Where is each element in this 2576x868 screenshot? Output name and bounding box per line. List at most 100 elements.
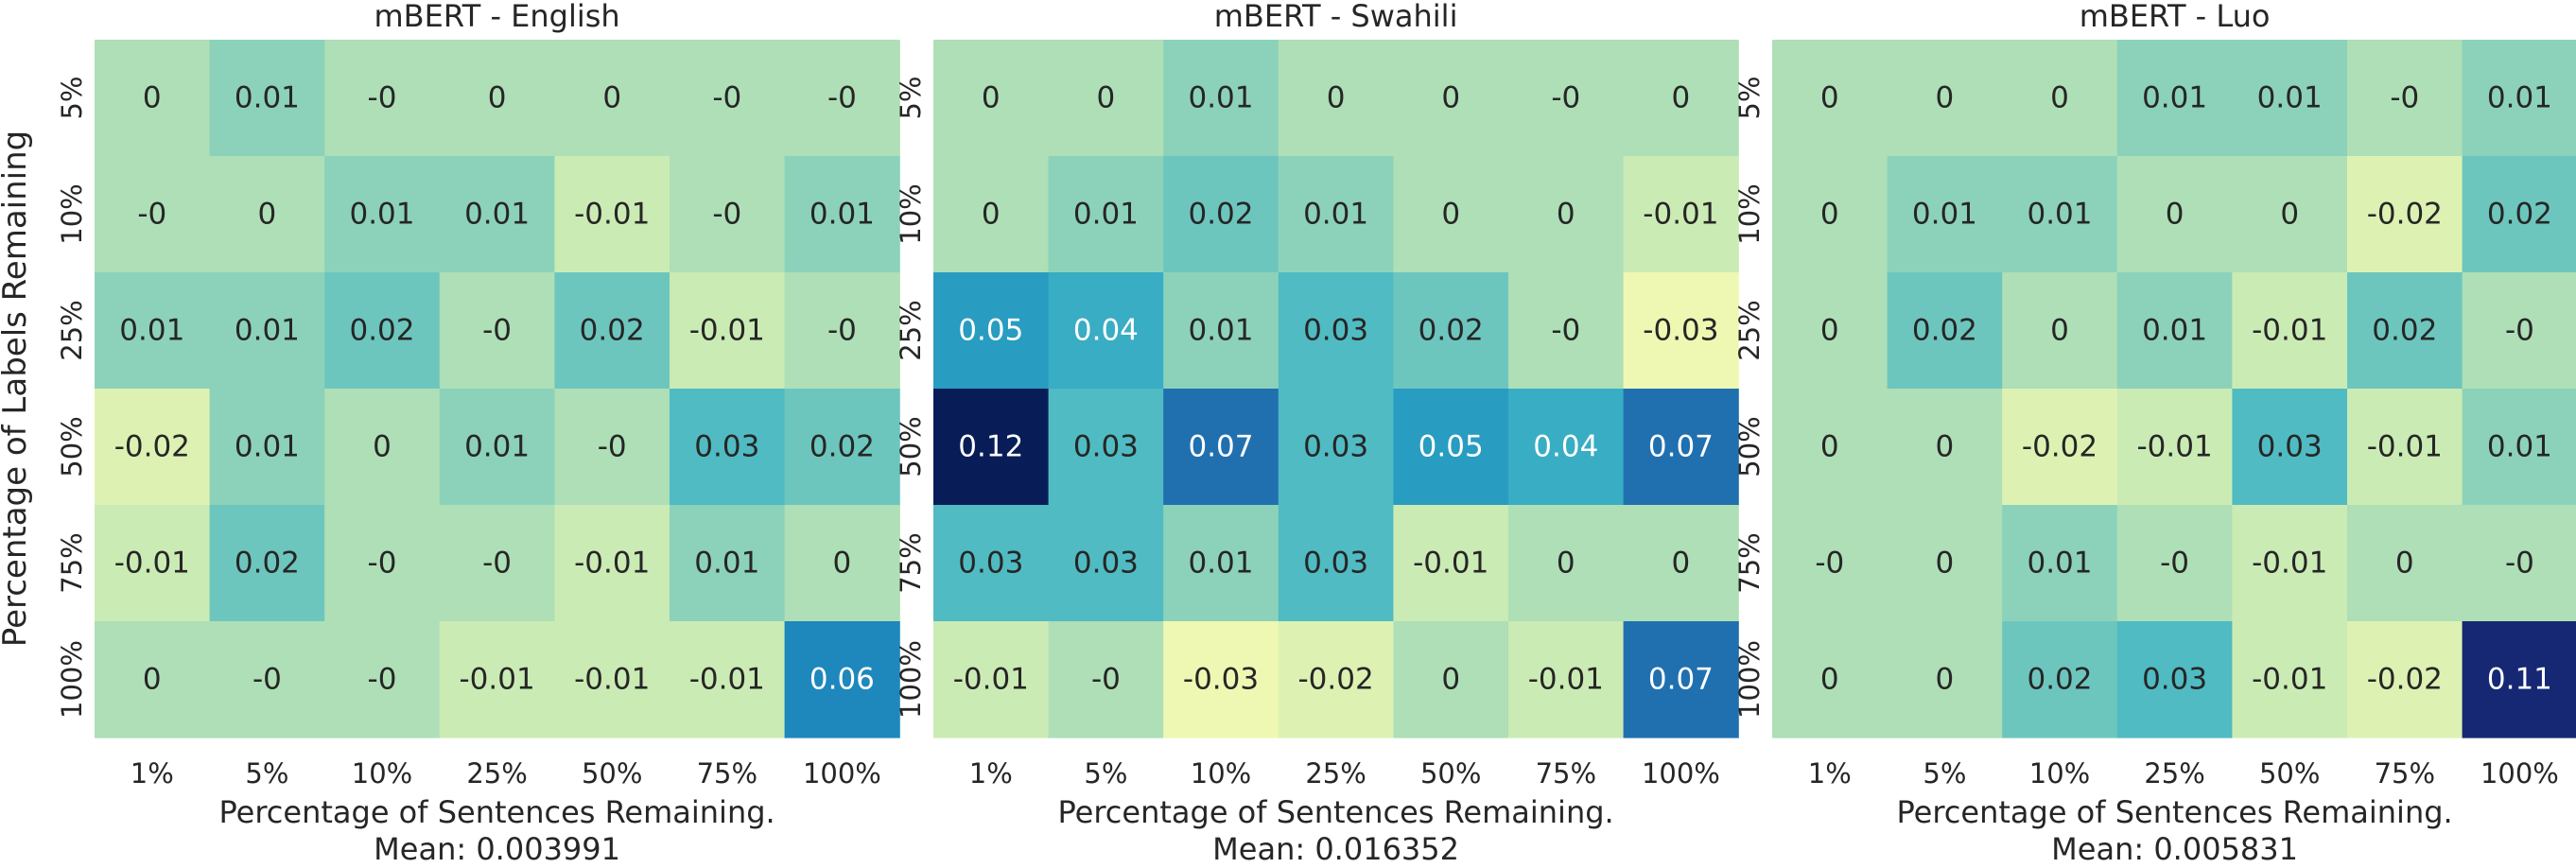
cell-value-label: 0.01 xyxy=(349,198,414,232)
y-tick-label: 10% xyxy=(1733,183,1766,244)
cell-value-label: 0.07 xyxy=(1648,663,1714,697)
heatmap-cell xyxy=(2232,272,2348,390)
heatmap-cell xyxy=(784,621,900,738)
heatmap-cell xyxy=(1772,40,1888,157)
cell-value-label: -0 xyxy=(1551,81,1580,115)
cell-value-label: -0.02 xyxy=(1297,663,1373,697)
heatmap-cell xyxy=(554,505,670,622)
heatmap-cell xyxy=(95,389,211,506)
heatmap-cell xyxy=(1887,40,2003,157)
y-tick-label: 50% xyxy=(56,416,88,477)
heatmap-cell xyxy=(670,40,786,157)
cell-value-label: 0.01 xyxy=(694,547,759,581)
cell-value-label: -0 xyxy=(2160,547,2189,581)
cell-value-label: -0.01 xyxy=(2136,430,2212,464)
x-tick-label: 10% xyxy=(352,757,412,790)
cell-value-label: -0 xyxy=(712,198,741,232)
heatmap-cell xyxy=(1278,505,1394,622)
cell-value-label: 0.01 xyxy=(2142,314,2207,348)
cell-value-label: 0.01 xyxy=(235,314,300,348)
heatmap-cell xyxy=(2002,40,2118,157)
cell-value-label: 0.01 xyxy=(235,81,300,115)
heatmap-cell xyxy=(1772,272,1888,390)
cell-value-label: 0 xyxy=(2050,314,2069,348)
cell-value-label: 0 xyxy=(1097,81,1116,115)
heatmap-cell xyxy=(439,156,555,273)
cell-value-label: 0 xyxy=(143,663,162,697)
heatmap-cell xyxy=(324,156,441,273)
heatmap-cell xyxy=(2116,40,2233,157)
heatmap-cell xyxy=(1048,621,1164,738)
heatmap-cell xyxy=(2116,505,2233,622)
x-tick-label: 5% xyxy=(1923,757,1966,790)
heatmap-cell xyxy=(1393,156,1509,273)
cell-value-label: 0 xyxy=(1820,314,1839,348)
x-tick-label: 50% xyxy=(2259,757,2320,790)
heatmap-cell xyxy=(1278,621,1394,738)
heatmap-cell xyxy=(554,389,670,506)
heatmap-cell xyxy=(324,621,441,738)
y-tick-label: 100% xyxy=(895,640,927,719)
y-tick-label: 50% xyxy=(1733,416,1766,477)
heatmap-cell xyxy=(1163,272,1279,390)
x-tick-label: 25% xyxy=(1305,757,1366,790)
cell-value-label: 0.03 xyxy=(1073,430,1139,464)
cell-value-label: 0.12 xyxy=(958,430,1023,464)
heatmap-cell xyxy=(2002,621,2118,738)
cell-value-label: 0.02 xyxy=(2372,314,2437,348)
x-tick-label: 10% xyxy=(1191,757,1251,790)
cell-value-label: 0 xyxy=(1820,198,1839,232)
heatmap-cell xyxy=(439,505,555,622)
y-tick-label: 50% xyxy=(895,416,927,477)
cell-value-label: 0.02 xyxy=(235,547,300,581)
cell-value-label: -0.01 xyxy=(574,547,650,581)
cell-value-label: 0.03 xyxy=(1303,314,1368,348)
cell-value-label: 0 xyxy=(1936,663,1955,697)
heatmap-cell xyxy=(209,621,325,738)
heatmap-cell xyxy=(2347,505,2463,622)
heatmap-cell xyxy=(95,156,211,273)
cell-value-label: 0 xyxy=(2280,198,2299,232)
cell-value-label: 0.02 xyxy=(809,430,875,464)
heatmap-cell xyxy=(670,621,786,738)
heatmap-cell xyxy=(2347,272,2463,390)
x-tick-label: 5% xyxy=(245,757,288,790)
cell-value-label: -0.01 xyxy=(1643,198,1718,232)
cell-value-label: 0.01 xyxy=(1188,314,1253,348)
heatmap-cell xyxy=(95,40,211,157)
heatmap-cell xyxy=(324,505,441,622)
x-tick-label: 10% xyxy=(2029,757,2090,790)
cell-value-label: 0 xyxy=(1441,81,1460,115)
heatmap-cell xyxy=(1278,156,1394,273)
cell-value-label: -0 xyxy=(1091,663,1121,697)
heatmap-cell xyxy=(324,40,441,157)
heatmap-cell xyxy=(1163,389,1279,506)
heatmap-cell xyxy=(209,40,325,157)
cell-value-label: 0.02 xyxy=(580,314,645,348)
cell-value-label: -0 xyxy=(1551,314,1580,348)
cell-value-label: -0 xyxy=(2505,314,2534,348)
heatmap-cell xyxy=(1393,272,1509,390)
heatmap-cell xyxy=(2002,156,2118,273)
heatmap-cell xyxy=(2347,389,2463,506)
heatmap-cell xyxy=(933,272,1050,390)
y-tick-label: 10% xyxy=(895,183,927,244)
heatmap-cell xyxy=(1623,505,1739,622)
cell-value-label: 0.02 xyxy=(1188,198,1253,232)
x-tick-label: 100% xyxy=(2480,757,2559,790)
y-tick-label: 25% xyxy=(1733,300,1766,360)
cell-value-label: 0 xyxy=(2050,81,2069,115)
heatmap-cell xyxy=(2462,40,2576,157)
cell-value-label: 0.03 xyxy=(1073,547,1139,581)
x-tick-label: 50% xyxy=(1420,757,1481,790)
cell-value-label: 0 xyxy=(258,198,277,232)
cell-value-label: -0.01 xyxy=(953,663,1029,697)
heatmap-cell xyxy=(1163,505,1279,622)
heatmap-cell xyxy=(554,621,670,738)
heatmap-cell xyxy=(2002,272,2118,390)
cell-value-label: -0.03 xyxy=(1183,663,1259,697)
y-tick-label: 75% xyxy=(1733,532,1766,593)
heatmap-cell xyxy=(784,156,900,273)
cell-value-label: 0.02 xyxy=(1419,314,1484,348)
cell-value-label: 0 xyxy=(2395,547,2414,581)
